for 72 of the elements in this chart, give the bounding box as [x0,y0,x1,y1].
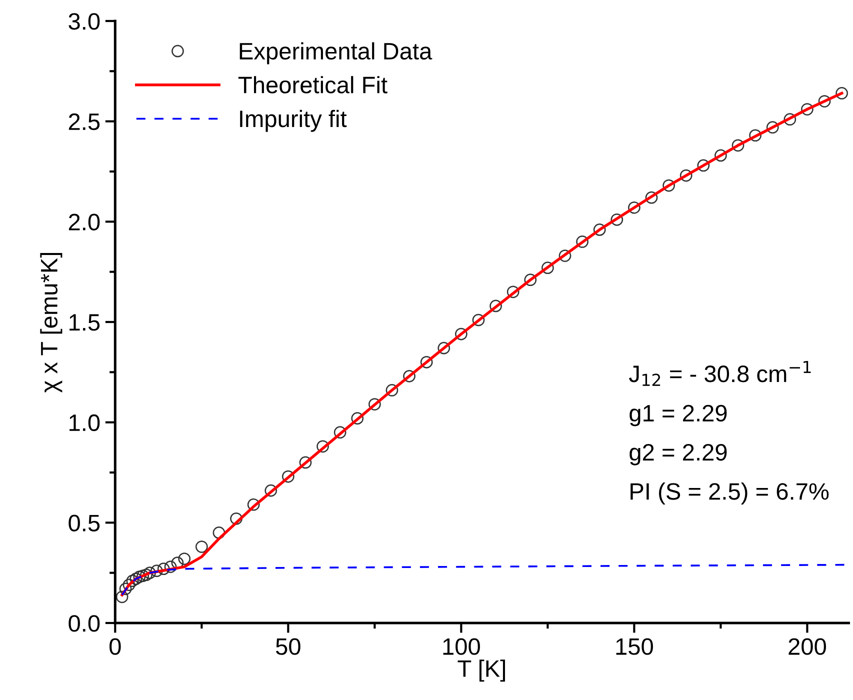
y-tick-label: 2.5 [68,113,100,130]
x-tick-label: 0 [110,638,121,655]
point [136,570,150,582]
point [784,113,796,126]
point [490,300,502,312]
x-tick-label: 100 [443,638,480,655]
legend-label: Impurity fit [240,110,347,132]
point [157,562,170,575]
point [282,470,294,483]
point [247,498,260,511]
point [697,159,710,172]
y-tick-label: 1.0 [70,414,100,432]
point [299,456,312,469]
annotation: J$_{12}$ = - 30.8 cm$^{−1}$ [629,360,811,386]
point [195,540,208,553]
point [714,149,727,162]
point [801,103,814,116]
point [542,262,554,274]
annotation: PI (S = 2.5) = 6.7% [630,482,829,504]
point [144,566,156,580]
point [130,572,142,586]
point [119,582,132,596]
point [164,560,177,573]
point [662,179,675,192]
point [133,570,146,584]
point [334,426,346,439]
point [212,526,226,539]
y-tick-label: 3.0 [68,13,100,30]
point [836,87,848,100]
point [438,342,450,354]
point [732,139,744,152]
y-tick-label: 0.5 [68,514,100,532]
point [593,224,606,236]
point [116,590,128,604]
point [576,236,588,248]
annotation: g1 = 2.29 [630,404,727,426]
point [524,274,537,286]
point [610,213,624,226]
y-axis-title: χ x T [emu*K] [40,252,62,392]
x-axis-title: T [K] [458,660,505,682]
point [420,356,433,368]
point [403,370,416,382]
x-tick-label: 200 [788,638,826,655]
annotation: g2 = 2.29 [630,444,727,466]
point [645,191,658,204]
point [316,440,329,453]
point [178,552,191,565]
point [368,398,381,410]
point [351,412,364,424]
point [472,314,485,326]
point [386,384,398,396]
point [140,568,152,582]
y-tick-label: 0.0 [68,615,100,632]
x-tick-label: 50 [276,638,300,655]
point [230,512,242,525]
point [818,95,831,108]
point [264,484,278,497]
point [506,286,520,298]
legend-label: Theoretical Fit [238,76,388,94]
point [749,129,762,142]
point [680,169,692,182]
point [122,578,136,592]
y-tick-label: 1.5 [70,314,100,331]
legend-label: Experimental Data [240,42,432,64]
y-tick-label: 2.0 [68,214,100,230]
point [628,201,640,214]
x-tick-label: 150 [616,638,653,655]
point [558,250,572,262]
point [150,564,163,578]
point [766,121,779,134]
point [126,574,139,588]
point [455,328,468,340]
